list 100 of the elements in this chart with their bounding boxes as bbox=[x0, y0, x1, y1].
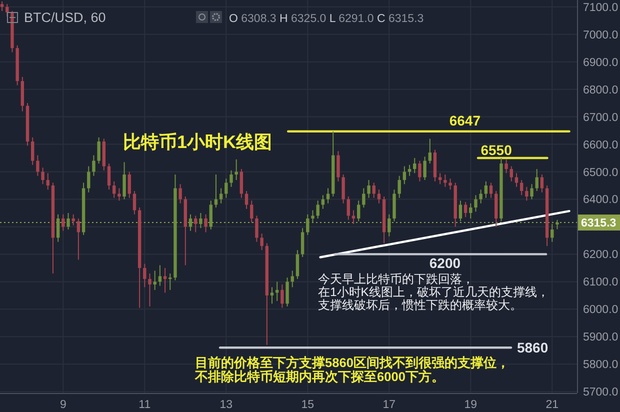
candlestick bbox=[428, 138, 432, 164]
candlestick bbox=[66, 212, 70, 230]
candlestick bbox=[209, 200, 212, 230]
candlestick bbox=[199, 212, 202, 229]
y-tick-label: 6100.0 bbox=[583, 276, 618, 289]
candlestick bbox=[118, 188, 121, 202]
candlestick bbox=[525, 186, 528, 202]
candlestick bbox=[413, 158, 416, 174]
candlestick bbox=[31, 136, 34, 166]
candlestick bbox=[372, 182, 376, 198]
candlestick bbox=[458, 200, 462, 222]
y-tick-label: 6800.0 bbox=[583, 84, 618, 96]
candlestick bbox=[163, 267, 167, 294]
candlestick bbox=[296, 250, 300, 280]
candlestick bbox=[46, 172, 50, 190]
candlestick bbox=[398, 175, 401, 198]
candlestick bbox=[489, 182, 493, 198]
y-tick-label: 6900.0 bbox=[583, 56, 618, 69]
candlestick bbox=[270, 286, 274, 304]
candlestick bbox=[535, 168, 538, 192]
x-tick-label: 13 bbox=[220, 399, 233, 411]
candlestick bbox=[204, 214, 208, 233]
ref-line-label: 6315.3 bbox=[578, 214, 620, 231]
candlestick bbox=[448, 178, 452, 190]
y-tick-label: 6200.0 bbox=[583, 249, 618, 262]
candlestick bbox=[234, 158, 238, 181]
y-tick-label: 7000.0 bbox=[583, 29, 618, 42]
candlestick bbox=[346, 196, 350, 220]
candlestick bbox=[408, 164, 412, 176]
candlestick bbox=[362, 188, 366, 208]
candlestick bbox=[36, 154, 40, 176]
candlestick bbox=[280, 284, 284, 308]
candlestick bbox=[520, 180, 524, 196]
candlestick bbox=[107, 163, 111, 190]
candlestick bbox=[168, 272, 172, 290]
x-tick-label: 11 bbox=[138, 399, 151, 411]
candlestick bbox=[504, 158, 508, 174]
candlestick bbox=[178, 184, 182, 204]
candlestick bbox=[469, 202, 472, 219]
candlestick bbox=[224, 178, 228, 198]
y-tick-label: 5900.0 bbox=[583, 332, 618, 344]
candlestick bbox=[158, 264, 162, 286]
candlestick bbox=[464, 201, 468, 218]
x-tick-label: 19 bbox=[464, 399, 478, 411]
candlestick bbox=[143, 263, 146, 288]
text: 比特币1小时K线图 bbox=[123, 132, 272, 152]
candlestick bbox=[41, 167, 44, 185]
candlestick bbox=[367, 180, 370, 198]
candlestick bbox=[356, 200, 360, 222]
candlestick bbox=[418, 160, 422, 182]
candlestick bbox=[342, 174, 345, 204]
candlestick bbox=[286, 277, 289, 307]
candlestick bbox=[260, 233, 264, 251]
text: BTC/USD, 60 bbox=[24, 10, 106, 25]
candlestick bbox=[214, 174, 218, 208]
candlestick bbox=[423, 156, 426, 181]
candlestick bbox=[240, 168, 244, 198]
candlestick bbox=[444, 174, 447, 188]
annotation: 6200 bbox=[429, 255, 461, 272]
candlestick bbox=[311, 210, 314, 224]
candlestick bbox=[316, 200, 320, 219]
candlestick bbox=[0, 0, 4, 12]
candlestick bbox=[148, 272, 152, 307]
candlestick bbox=[306, 214, 310, 236]
candlestick bbox=[194, 215, 198, 233]
annotation: 6550 bbox=[480, 142, 512, 158]
candlestick bbox=[188, 214, 192, 232]
candlestick bbox=[321, 194, 325, 210]
candlestick bbox=[550, 223, 554, 242]
candlestick bbox=[87, 166, 90, 193]
x-tick-label: 9 bbox=[60, 399, 66, 411]
y-tick-label: 6700.0 bbox=[583, 112, 618, 124]
y-tick-label: 6400.0 bbox=[583, 194, 618, 206]
annotation: 5860 bbox=[516, 340, 548, 356]
candlestick bbox=[153, 270, 156, 290]
candlestick bbox=[72, 214, 75, 226]
y-tick-label: 6500.0 bbox=[583, 166, 618, 179]
candlestick bbox=[388, 214, 391, 237]
candlestick bbox=[484, 180, 488, 198]
y-tick-label: 7100.0 bbox=[583, 2, 618, 14]
candlestick bbox=[132, 190, 136, 215]
x-tick-label: 21 bbox=[546, 399, 559, 411]
candlestick bbox=[402, 166, 406, 185]
y-tick-label: 6000.0 bbox=[583, 304, 618, 316]
candlestick bbox=[56, 214, 60, 242]
candlestick bbox=[230, 170, 233, 188]
candlestick bbox=[62, 214, 65, 232]
y-tick-label: 5800.0 bbox=[583, 359, 618, 372]
candlestick bbox=[336, 150, 340, 182]
candlestick bbox=[514, 172, 518, 188]
y-tick-label: 5700.0 bbox=[583, 386, 618, 399]
candlestick bbox=[530, 184, 534, 200]
candlestick bbox=[479, 189, 482, 204]
ref-line-label: 6315.3 bbox=[581, 218, 616, 230]
candlestick bbox=[97, 136, 100, 164]
candlestick bbox=[76, 218, 80, 260]
candlestick bbox=[352, 210, 356, 224]
candlestick bbox=[300, 228, 304, 258]
annotation: 目前的价格至下方支撑5860区间找不到很强的支撑位，不排除比特币短期内再次下探至6000下方。 bbox=[194, 355, 510, 384]
candlestick bbox=[6, 4, 9, 17]
